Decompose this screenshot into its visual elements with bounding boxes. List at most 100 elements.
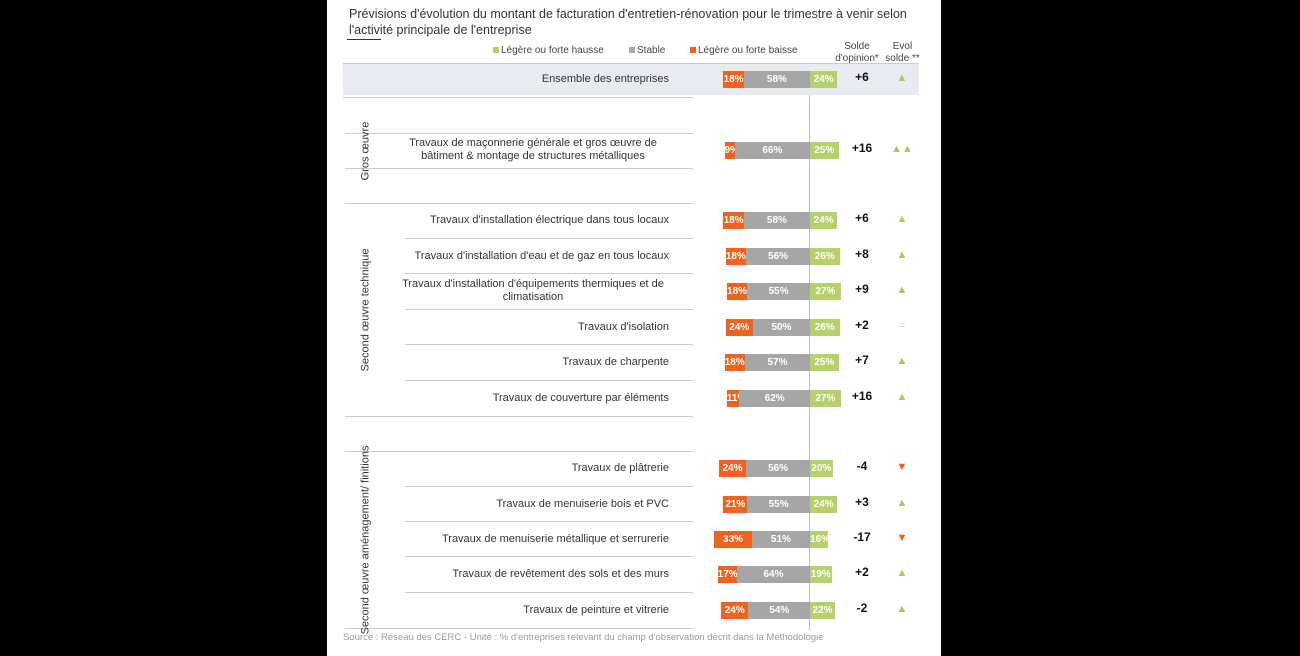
- row-label: Travaux d'isolation: [397, 313, 669, 341]
- row-separator: [405, 344, 693, 345]
- evol-up-icon: ▲: [896, 603, 908, 615]
- legend-hausse: Légère ou forte hausse: [493, 45, 604, 56]
- chart-title: Prévisions d'évolution du montant de fac…: [349, 7, 907, 37]
- row-label-text: Travaux d'isolation: [578, 320, 669, 333]
- row-separator: [405, 556, 693, 557]
- solde-value: +6: [855, 70, 869, 84]
- legend-label: Légère ou forte baisse: [698, 45, 798, 56]
- group-label: Second œuvre aménagement/ finitions: [358, 445, 371, 634]
- group-label: Second œuvre technique: [358, 248, 371, 371]
- row-label: Travaux de charpente: [397, 348, 669, 376]
- row-label-text: Travaux de menuiserie métallique et serr…: [441, 532, 669, 545]
- row-label: Travaux de peinture et vitrerie: [397, 596, 669, 624]
- bar-baisse: 18%: [723, 71, 744, 88]
- solde-value: +8: [855, 247, 869, 261]
- row-label-text: Travaux d'installation d'eau et de gaz e…: [414, 249, 669, 262]
- group-separator: [345, 628, 693, 629]
- solde-value: +9: [855, 282, 869, 296]
- evol-up-icon: ▲: [896, 391, 908, 403]
- legend-label: Légère ou forte hausse: [501, 45, 604, 56]
- bar-stable: 51%: [751, 531, 810, 548]
- bar-baisse: 21%: [723, 496, 748, 513]
- row-separator: [405, 238, 693, 239]
- bar-stable: 55%: [747, 496, 810, 513]
- row-label-text: Travaux de charpente: [562, 355, 669, 368]
- solde-value: +7: [855, 353, 869, 367]
- row-label-text: Travaux de plâtrerie: [571, 461, 669, 474]
- bar-hausse: 25%: [810, 142, 839, 159]
- row-label-text: Travaux de peinture et vitrerie: [523, 603, 669, 616]
- row-label: Travaux de menuiserie bois et PVC: [397, 490, 669, 518]
- row-label-text: Ensemble des entreprises: [541, 72, 669, 85]
- bar-hausse: 16%: [810, 531, 830, 548]
- evol-eq-icon: =: [898, 320, 906, 332]
- bar-baisse: 18%: [726, 283, 748, 300]
- bar-hausse: 25%: [810, 354, 839, 371]
- zero-axis: [809, 63, 810, 630]
- group-separator: [345, 168, 693, 169]
- row-label-text: Travaux de menuiserie bois et PVC: [496, 497, 669, 510]
- row-label: Travaux de menuiserie métallique et serr…: [397, 525, 669, 553]
- row-label: Travaux de couverture par éléments: [397, 384, 669, 412]
- evol-up-icon: ▲: [896, 213, 908, 225]
- legend-swatch-baisse: [690, 47, 696, 53]
- row-separator: [405, 309, 693, 310]
- evol-up-icon: ▲: [896, 355, 908, 367]
- row-label-text: Travaux de revêtement des sols et des mu…: [452, 567, 669, 580]
- row-label: Travaux d'installation d'équipements the…: [397, 277, 669, 305]
- bar-baisse: 24%: [718, 460, 747, 477]
- row-separator: [405, 273, 693, 274]
- bar-baisse: 24%: [725, 319, 753, 336]
- bar-baisse: 24%: [721, 602, 749, 619]
- evol-header: Evol solde **: [885, 41, 920, 64]
- evol-down-icon: ▼: [896, 461, 908, 473]
- bar-stable: 57%: [745, 354, 810, 371]
- legend-stable: Stable: [629, 45, 665, 56]
- bar-hausse: 27%: [810, 390, 841, 407]
- row-label-text: Travaux de maçonnerie générale et gros œ…: [409, 137, 657, 162]
- group-label: Gros œuvre: [358, 121, 371, 180]
- evol-up-icon: ▲: [896, 284, 908, 296]
- row-separator: [343, 97, 693, 98]
- solde-value: +6: [855, 211, 869, 225]
- bar-stable: 64%: [737, 566, 810, 583]
- solde-value: +16: [851, 141, 873, 155]
- evol-down-icon: ▼: [896, 532, 908, 544]
- bar-stable: 54%: [748, 602, 810, 619]
- row-separator: [405, 592, 693, 593]
- chart-panel: Prévisions d'évolution du montant de fac…: [327, 0, 941, 656]
- solde-value: +2: [855, 318, 869, 332]
- bar-stable: 58%: [743, 212, 810, 229]
- legend-label: Stable: [637, 45, 666, 56]
- bar-hausse: 24%: [810, 71, 838, 88]
- bar-hausse: 24%: [810, 212, 838, 229]
- solde-value: -4: [856, 459, 868, 473]
- bar-baisse: 11%: [726, 390, 746, 407]
- group-separator: [345, 203, 693, 204]
- group-separator: [345, 416, 693, 417]
- bar-baisse: 17%: [717, 566, 738, 583]
- bar-stable: 66%: [734, 142, 810, 159]
- solde-value: +2: [855, 565, 869, 579]
- legend-swatch-hausse: [493, 47, 499, 53]
- solde-value: -17: [853, 530, 871, 544]
- evol-up-icon: ▲: [896, 72, 908, 84]
- row-label-text: Travaux d'installation d'équipements the…: [402, 278, 664, 303]
- row-separator: [405, 521, 693, 522]
- bar-stable: 56%: [746, 248, 810, 265]
- bar-stable: 55%: [747, 283, 810, 300]
- evol-up-icon: ▲: [896, 567, 908, 579]
- bar-hausse: 22%: [810, 602, 836, 619]
- group-separator: [345, 133, 693, 134]
- bar-baisse: 18%: [725, 248, 747, 265]
- solde-header: Solde d'opinion*: [835, 41, 879, 64]
- row-label: Travaux d'installation électrique dans t…: [397, 206, 669, 234]
- solde-value: +3: [855, 495, 869, 509]
- evol-up-icon: ▲: [896, 249, 908, 261]
- title-underline: [347, 39, 381, 40]
- row-label-text: Travaux d'installation électrique dans t…: [430, 213, 669, 226]
- solde-value: +16: [851, 389, 873, 403]
- row-label: Travaux de revêtement des sols et des mu…: [397, 560, 669, 588]
- bar-baisse: 18%: [724, 354, 746, 371]
- bar-hausse: 20%: [810, 460, 833, 477]
